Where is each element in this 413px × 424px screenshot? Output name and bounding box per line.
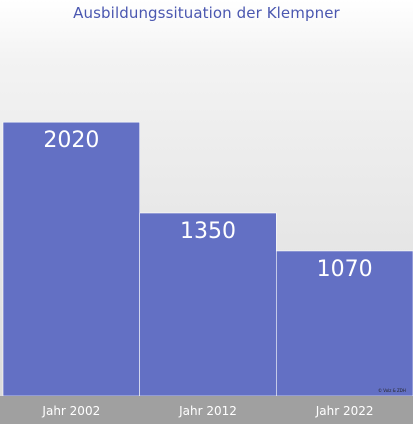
data-label: 1350: [180, 219, 236, 244]
category-label: Jahr 2012: [178, 404, 237, 418]
bars-layer: 2020 1350 1070: [2, 121, 413, 397]
data-label: 1070: [317, 257, 373, 282]
x-axis-band: [0, 396, 413, 424]
category-label: Jahr 2022: [315, 404, 374, 418]
category-label: Jahr 2002: [41, 404, 100, 418]
bar-jahr-2022: [276, 250, 413, 397]
data-label: 2020: [43, 128, 99, 153]
chart-title: Ausbildungssituation der Klempner: [73, 4, 340, 22]
bar-jahr-2002: [2, 121, 140, 397]
watermark: © Volz & ZDH: [378, 388, 406, 393]
labels-layer: Jahr 2002 Jahr 2012 Jahr 2022: [41, 404, 373, 418]
